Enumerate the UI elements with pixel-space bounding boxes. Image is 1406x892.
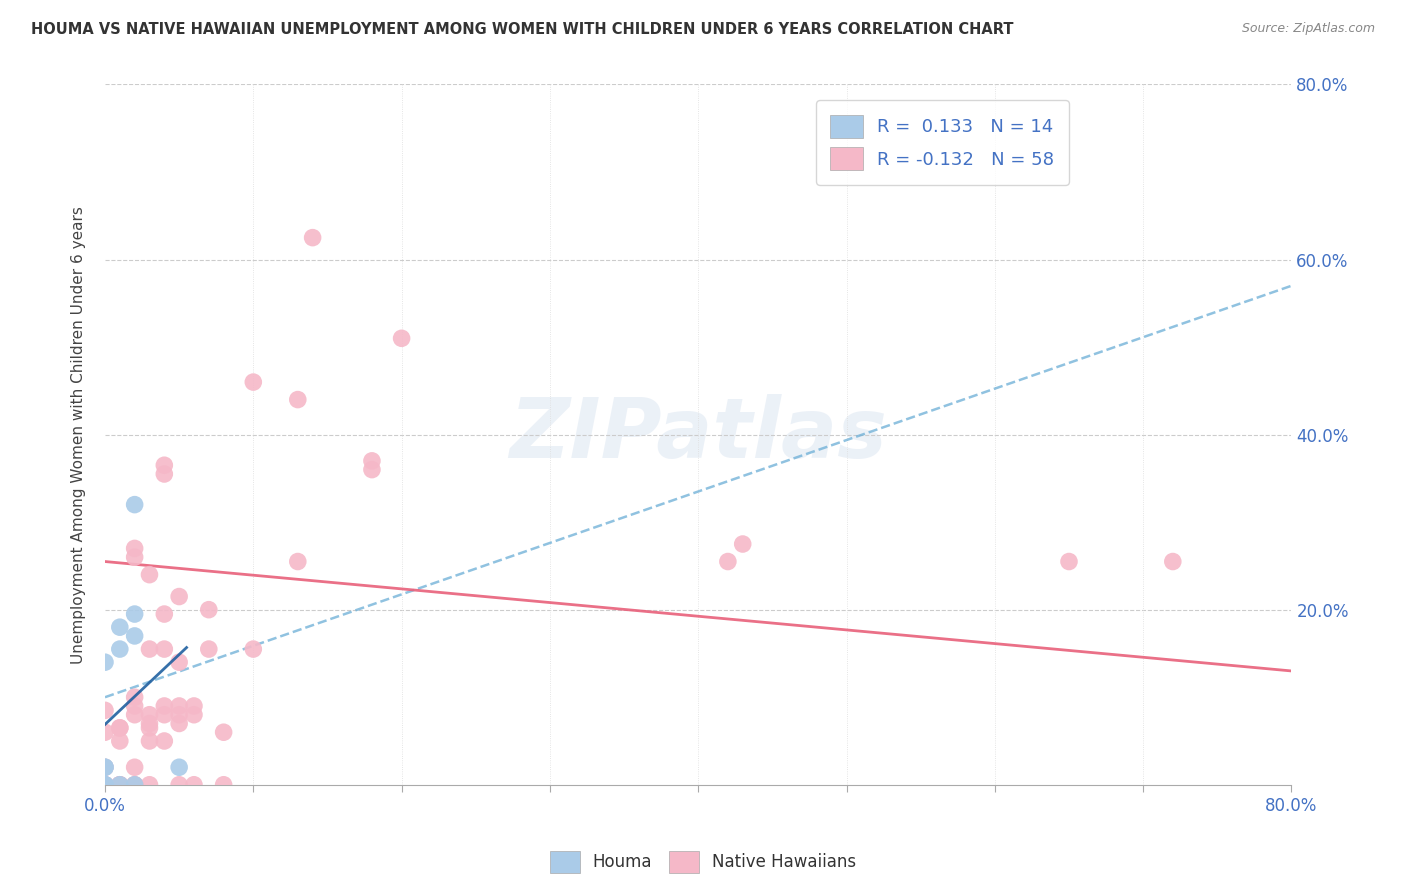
- Point: [124, 541, 146, 556]
- Point: [94, 778, 117, 792]
- Point: [94, 655, 117, 669]
- Point: [183, 698, 205, 713]
- Point: [108, 721, 131, 735]
- Point: [138, 642, 160, 657]
- Point: [124, 607, 146, 621]
- Point: [138, 734, 160, 748]
- Point: [212, 778, 235, 792]
- Point: [183, 707, 205, 722]
- Point: [124, 698, 146, 713]
- Point: [212, 725, 235, 739]
- Point: [361, 462, 384, 476]
- Point: [731, 537, 754, 551]
- Point: [1161, 555, 1184, 569]
- Point: [153, 607, 176, 621]
- Point: [167, 698, 190, 713]
- Point: [167, 707, 190, 722]
- Text: HOUMA VS NATIVE HAWAIIAN UNEMPLOYMENT AMONG WOMEN WITH CHILDREN UNDER 6 YEARS CO: HOUMA VS NATIVE HAWAIIAN UNEMPLOYMENT AM…: [31, 22, 1014, 37]
- Point: [108, 734, 131, 748]
- Point: [124, 778, 146, 792]
- Point: [242, 642, 264, 657]
- Point: [124, 778, 146, 792]
- Point: [153, 707, 176, 722]
- Y-axis label: Unemployment Among Women with Children Under 6 years: Unemployment Among Women with Children U…: [72, 206, 86, 664]
- Point: [198, 602, 221, 616]
- Point: [108, 721, 131, 735]
- Text: ZIPatlas: ZIPatlas: [509, 394, 887, 475]
- Point: [138, 778, 160, 792]
- Point: [108, 778, 131, 792]
- Point: [124, 498, 146, 512]
- Point: [167, 655, 190, 669]
- Point: [94, 778, 117, 792]
- Point: [361, 454, 384, 468]
- Point: [138, 707, 160, 722]
- Point: [94, 725, 117, 739]
- Point: [94, 778, 117, 792]
- Point: [183, 778, 205, 792]
- Legend: Houma, Native Hawaiians: Houma, Native Hawaiians: [543, 845, 863, 880]
- Point: [287, 392, 309, 407]
- Point: [167, 760, 190, 774]
- Point: [717, 555, 740, 569]
- Point: [94, 760, 117, 774]
- Point: [94, 760, 117, 774]
- Point: [124, 629, 146, 643]
- Point: [153, 642, 176, 657]
- Point: [94, 778, 117, 792]
- Point: [153, 734, 176, 748]
- Point: [138, 721, 160, 735]
- Point: [124, 778, 146, 792]
- Point: [167, 716, 190, 731]
- Point: [124, 707, 146, 722]
- Point: [198, 642, 221, 657]
- Point: [391, 331, 413, 345]
- Point: [153, 458, 176, 473]
- Point: [108, 778, 131, 792]
- Point: [1057, 555, 1080, 569]
- Point: [124, 690, 146, 705]
- Point: [94, 760, 117, 774]
- Point: [94, 778, 117, 792]
- Legend: R =  0.133   N = 14, R = -0.132   N = 58: R = 0.133 N = 14, R = -0.132 N = 58: [815, 101, 1069, 185]
- Point: [108, 642, 131, 657]
- Text: Source: ZipAtlas.com: Source: ZipAtlas.com: [1241, 22, 1375, 36]
- Point: [167, 778, 190, 792]
- Point: [108, 620, 131, 634]
- Point: [301, 230, 323, 244]
- Point: [153, 698, 176, 713]
- Point: [124, 550, 146, 565]
- Point: [242, 375, 264, 389]
- Point: [108, 778, 131, 792]
- Point: [138, 567, 160, 582]
- Point: [167, 590, 190, 604]
- Point: [94, 703, 117, 717]
- Point: [124, 760, 146, 774]
- Point: [94, 778, 117, 792]
- Point: [287, 555, 309, 569]
- Point: [153, 467, 176, 481]
- Point: [108, 778, 131, 792]
- Point: [138, 716, 160, 731]
